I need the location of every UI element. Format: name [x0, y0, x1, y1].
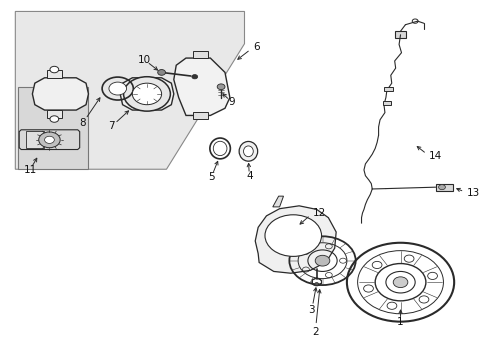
- Text: 13: 13: [466, 188, 479, 198]
- Polygon shape: [255, 206, 335, 273]
- Bar: [394, 31, 406, 39]
- Text: 8: 8: [79, 118, 86, 128]
- Polygon shape: [173, 58, 229, 116]
- Text: 5: 5: [207, 172, 214, 182]
- Polygon shape: [32, 78, 88, 110]
- Circle shape: [158, 69, 165, 75]
- Ellipse shape: [243, 146, 253, 157]
- Polygon shape: [19, 130, 80, 149]
- Circle shape: [315, 255, 329, 266]
- Text: 3: 3: [308, 305, 314, 315]
- Bar: [435, 184, 452, 191]
- Polygon shape: [15, 12, 244, 169]
- Polygon shape: [120, 78, 173, 110]
- Circle shape: [50, 66, 59, 73]
- Bar: [18, 87, 88, 169]
- Text: 7: 7: [108, 121, 115, 131]
- Text: 9: 9: [227, 97, 234, 107]
- Circle shape: [438, 185, 445, 190]
- Circle shape: [314, 283, 318, 285]
- Polygon shape: [193, 51, 207, 58]
- Bar: [384, 87, 392, 91]
- Ellipse shape: [213, 141, 226, 156]
- Circle shape: [392, 277, 407, 288]
- Text: 14: 14: [428, 150, 441, 161]
- Circle shape: [50, 116, 59, 122]
- Circle shape: [109, 82, 126, 95]
- Text: 1: 1: [396, 317, 403, 327]
- Circle shape: [44, 136, 54, 143]
- Text: 10: 10: [138, 55, 151, 65]
- Polygon shape: [272, 196, 283, 207]
- Circle shape: [217, 84, 224, 90]
- Polygon shape: [193, 112, 207, 119]
- Text: 2: 2: [311, 327, 318, 337]
- Circle shape: [39, 132, 60, 148]
- Ellipse shape: [239, 141, 257, 161]
- Polygon shape: [47, 110, 61, 118]
- Polygon shape: [26, 131, 43, 148]
- Text: 12: 12: [312, 208, 325, 218]
- Circle shape: [264, 215, 321, 256]
- Text: 6: 6: [253, 42, 259, 52]
- Text: 11: 11: [23, 165, 37, 175]
- Circle shape: [123, 77, 170, 111]
- Circle shape: [191, 75, 197, 79]
- Bar: [382, 101, 390, 105]
- Text: 4: 4: [245, 171, 252, 181]
- Polygon shape: [47, 69, 61, 78]
- Circle shape: [132, 83, 161, 105]
